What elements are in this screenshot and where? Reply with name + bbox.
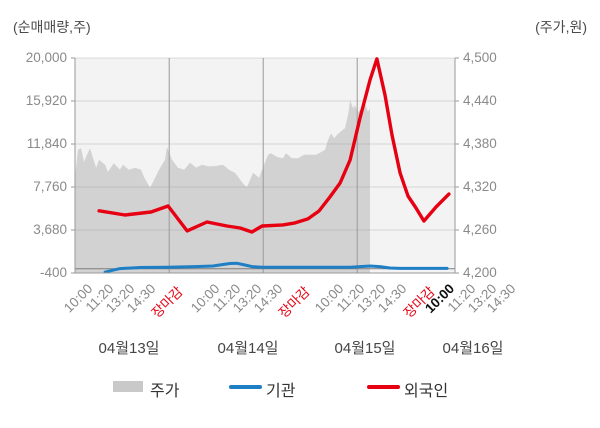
date-label: 04월14일 — [217, 340, 279, 357]
legend-item-label: 외국인 — [404, 383, 449, 400]
date-label: 04월13일 — [98, 340, 160, 357]
left-axis-tick-label: 3,680 — [33, 222, 67, 237]
left-axis-tick-label: -400 — [39, 265, 67, 280]
date-label: 04월15일 — [334, 340, 396, 357]
left-axis-tick-label: 11,840 — [26, 136, 67, 151]
left-axis-tick-label: 15,920 — [25, 93, 67, 108]
left-axis-tick-label: 20,000 — [25, 50, 67, 65]
line-swatch-icon — [367, 385, 400, 389]
foreigner-line-series — [97, 57, 451, 234]
line-swatch-icon — [229, 385, 262, 389]
area-swatch-icon — [113, 381, 143, 392]
right-axis-tick-label: 4,200 — [463, 265, 497, 280]
date-label: 04월16일 — [442, 340, 504, 357]
price-area-series — [75, 100, 370, 273]
right-axis-tick-label: 4,440 — [463, 93, 497, 108]
right-axis-tick-label: 4,320 — [463, 179, 497, 194]
right-axis-tick-label: 4,380 — [463, 136, 497, 151]
right-axis-tick-label: 4,260 — [463, 222, 497, 237]
left-axis-title: (순매매량,주) — [13, 19, 91, 35]
institution-line-series — [103, 261, 449, 274]
legend-item-label: 주가 — [150, 383, 180, 400]
right-axis-title: (주가,원) — [535, 19, 587, 35]
legend-item-label: 기관 — [266, 383, 296, 400]
right-axis-tick-label: 4,500 — [463, 50, 497, 65]
left-axis-tick-label: 7,760 — [33, 179, 67, 194]
